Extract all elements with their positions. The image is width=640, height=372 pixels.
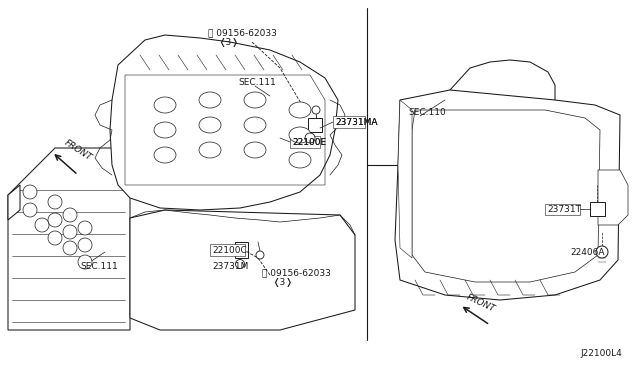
Polygon shape: [110, 35, 338, 210]
Polygon shape: [290, 136, 320, 148]
Circle shape: [48, 231, 62, 245]
Polygon shape: [398, 100, 412, 258]
Circle shape: [596, 246, 608, 258]
Polygon shape: [590, 202, 605, 216]
Text: SEC.111: SEC.111: [80, 262, 118, 271]
Text: J22100L4: J22100L4: [580, 349, 622, 358]
Ellipse shape: [154, 97, 176, 113]
Text: Ⓑ 09156-62033: Ⓑ 09156-62033: [208, 28, 277, 37]
Text: 22406A: 22406A: [570, 247, 605, 257]
Text: 23731M: 23731M: [212, 262, 248, 271]
Ellipse shape: [244, 117, 266, 133]
Circle shape: [23, 185, 37, 199]
Circle shape: [256, 251, 264, 259]
Circle shape: [63, 208, 77, 222]
Ellipse shape: [154, 122, 176, 138]
Ellipse shape: [289, 102, 311, 118]
Text: 22100E: 22100E: [292, 138, 326, 147]
Ellipse shape: [199, 142, 221, 158]
Ellipse shape: [289, 152, 311, 168]
Polygon shape: [8, 185, 20, 220]
Polygon shape: [8, 148, 130, 330]
Ellipse shape: [199, 92, 221, 108]
Text: SEC.110: SEC.110: [408, 108, 445, 117]
Circle shape: [63, 241, 77, 255]
Text: ❬3❭: ❬3❭: [218, 38, 239, 47]
Ellipse shape: [244, 92, 266, 108]
Text: ❬3❭: ❬3❭: [272, 278, 292, 287]
Circle shape: [305, 133, 315, 143]
Polygon shape: [598, 170, 628, 225]
Polygon shape: [333, 116, 365, 128]
Polygon shape: [210, 244, 245, 256]
Circle shape: [78, 238, 92, 252]
Circle shape: [23, 203, 37, 217]
Polygon shape: [308, 118, 322, 132]
Circle shape: [236, 260, 244, 269]
Polygon shape: [395, 90, 620, 300]
Circle shape: [78, 255, 92, 269]
Text: FRONT: FRONT: [63, 138, 93, 162]
Circle shape: [312, 106, 320, 114]
Text: 23731MA: 23731MA: [335, 118, 378, 126]
Circle shape: [78, 221, 92, 235]
Text: SEC.111: SEC.111: [238, 78, 276, 87]
Polygon shape: [130, 210, 355, 330]
Text: 23731T: 23731T: [547, 205, 581, 214]
Circle shape: [35, 218, 49, 232]
Polygon shape: [545, 204, 580, 215]
Ellipse shape: [289, 127, 311, 143]
Text: 22100E: 22100E: [292, 138, 326, 147]
Text: 22100C: 22100C: [212, 246, 247, 254]
Text: 23731MA: 23731MA: [335, 118, 378, 126]
Circle shape: [48, 213, 62, 227]
Circle shape: [63, 225, 77, 239]
Ellipse shape: [154, 147, 176, 163]
Circle shape: [48, 195, 62, 209]
Polygon shape: [235, 242, 248, 258]
Text: FRONT: FRONT: [465, 293, 497, 314]
Ellipse shape: [199, 117, 221, 133]
Text: Ⓑ 09156-62033: Ⓑ 09156-62033: [262, 268, 331, 277]
Ellipse shape: [244, 142, 266, 158]
